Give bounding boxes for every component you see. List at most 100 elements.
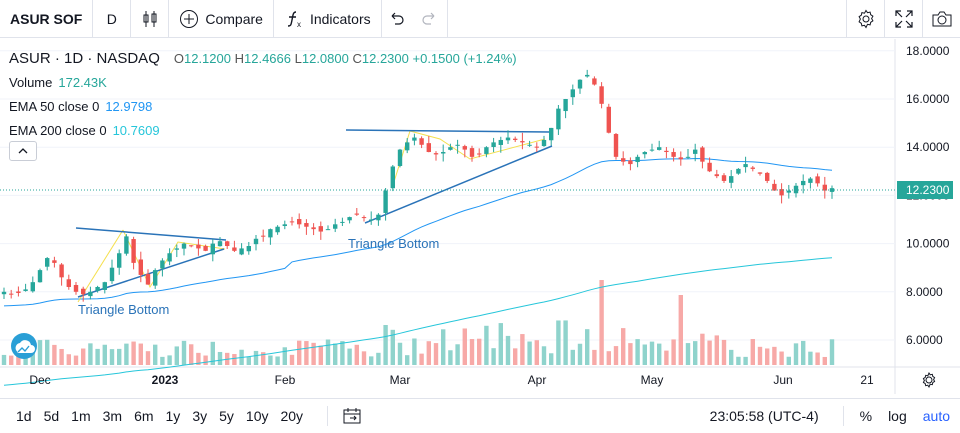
candle-body — [801, 180, 806, 186]
time-tick-label: Dec — [29, 373, 50, 387]
volume-bar — [801, 340, 806, 365]
candle-body — [318, 226, 323, 232]
range-5y[interactable]: 5y — [219, 408, 234, 424]
volume-bar — [462, 328, 467, 365]
volume-bar — [45, 339, 50, 365]
range-1d[interactable]: 1d — [16, 408, 32, 424]
indicators-button[interactable]: x Indicators — [274, 0, 382, 38]
volume-bar — [786, 356, 791, 365]
candle-body — [822, 184, 827, 191]
range-1y[interactable]: 1y — [165, 408, 181, 424]
volume-bar — [793, 343, 799, 365]
price-tick-label: 16.0000 — [906, 92, 950, 106]
volume-bar — [405, 355, 410, 365]
candle-body — [340, 221, 345, 223]
candle-body — [304, 223, 309, 227]
compare-label: Compare — [205, 10, 263, 27]
candle-body — [563, 99, 568, 112]
volume-bar — [167, 355, 172, 365]
volume-bar — [426, 341, 431, 365]
volume-bar — [52, 344, 57, 365]
snapshot-button[interactable] — [922, 0, 960, 38]
volume-bar — [808, 351, 813, 365]
volume-bar — [628, 343, 633, 365]
candle-body — [649, 149, 655, 151]
range-1m[interactable]: 1m — [71, 408, 91, 424]
range-selector: 1d 5d 1m 3m 6m 1y 3y 5y 10y 20y — [0, 408, 309, 424]
candle-body — [390, 166, 395, 189]
time-tick-label: Feb — [275, 373, 296, 387]
volume-bar — [347, 348, 352, 365]
pattern-label-1: Triangle Bottom — [78, 302, 169, 317]
range-20y[interactable]: 20y — [280, 408, 304, 424]
auto-toggle[interactable]: auto — [922, 408, 950, 424]
candle-body — [361, 217, 367, 219]
volume-bar — [714, 335, 719, 365]
candle-body — [124, 236, 129, 254]
top-toolbar: ASUR SOF D Compare x Indicators — [0, 0, 960, 38]
volume-bar — [635, 339, 640, 365]
chart-area[interactable]: 18.000016.000014.000012.000010.00008.000… — [0, 39, 960, 394]
candle-body — [95, 286, 100, 291]
settings-button[interactable] — [846, 0, 884, 38]
volume-bar — [520, 334, 525, 365]
candle-body — [138, 259, 143, 275]
volume-bar — [621, 328, 626, 365]
volume-bar — [765, 348, 770, 365]
volume-bar — [534, 340, 539, 365]
volume-bar — [477, 338, 482, 365]
candle-body — [282, 224, 287, 227]
candle-body — [347, 217, 352, 221]
candle-body — [577, 79, 583, 89]
range-6m[interactable]: 6m — [134, 408, 154, 424]
ema200-line — [3, 257, 833, 386]
volume-bar — [721, 339, 727, 365]
candle-body — [210, 243, 215, 255]
range-3m[interactable]: 3m — [102, 408, 123, 424]
chart-type-button[interactable] — [131, 0, 170, 38]
candle-body — [153, 270, 158, 286]
volume-bar — [448, 350, 453, 365]
candle-body — [498, 139, 503, 145]
open-label: O — [173, 50, 184, 66]
log-toggle[interactable]: log — [888, 408, 907, 424]
candle-body — [527, 144, 532, 146]
price-tick-label: 6.0000 — [906, 333, 943, 347]
ema50-label: EMA 50 close 0 — [9, 98, 100, 114]
percent-toggle[interactable]: % — [859, 408, 873, 424]
volume-bar — [37, 340, 43, 365]
volume-bar — [685, 343, 691, 365]
candle-body — [743, 164, 748, 168]
volume-bar — [124, 343, 129, 365]
volume-bar — [441, 329, 446, 365]
volume-bar — [9, 355, 14, 365]
symbol-input[interactable]: ASUR SOF — [0, 0, 94, 38]
range-5d[interactable]: 5d — [43, 408, 60, 424]
volume-bar — [318, 345, 323, 365]
volume-bar — [678, 295, 683, 365]
candle-body — [81, 288, 86, 295]
redo-button[interactable] — [412, 0, 448, 38]
date-range-button[interactable] — [327, 406, 362, 426]
range-3y[interactable]: 3y — [192, 408, 208, 424]
divider — [842, 406, 844, 426]
legend-title: ASUR · 1D · NASDAQ — [9, 49, 160, 67]
candle-body — [664, 150, 669, 153]
volume-bar — [275, 356, 280, 365]
undo-button[interactable] — [382, 0, 412, 38]
candle-body — [261, 235, 266, 237]
price-chart[interactable]: 18.000016.000014.000012.000010.00008.000… — [0, 39, 960, 394]
fullscreen-button[interactable] — [884, 0, 922, 38]
candle-body — [405, 142, 410, 151]
candle-body — [585, 74, 590, 77]
indicators-label: Indicators — [309, 10, 371, 27]
volume-bar — [390, 329, 395, 365]
collapse-legend-button[interactable] — [9, 141, 37, 161]
volume-bar — [81, 348, 86, 365]
interval-button[interactable]: D — [93, 0, 132, 38]
axis-settings-button[interactable] — [922, 371, 936, 389]
candle-body — [729, 176, 734, 183]
candle-body — [311, 227, 316, 230]
compare-button[interactable]: Compare — [169, 0, 274, 38]
range-10y[interactable]: 10y — [245, 408, 269, 424]
